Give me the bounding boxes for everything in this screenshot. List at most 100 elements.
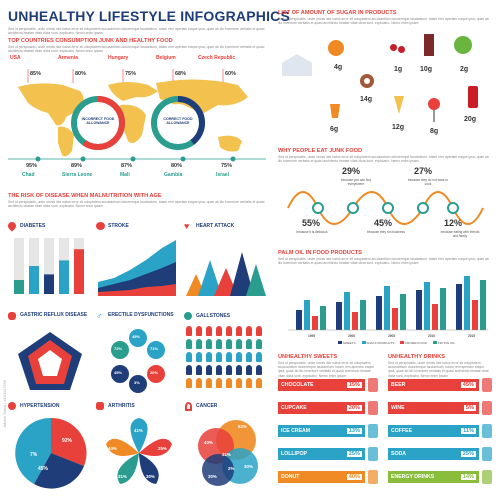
- country-gambia: Gambia: [164, 172, 183, 178]
- palm-bar: [360, 300, 366, 330]
- palm-bar: [424, 282, 430, 330]
- erectile-l4: 20%: [150, 370, 159, 375]
- person-icon: [186, 339, 192, 349]
- erectile-panel: ♂ ERECTILE DYSFUNCTIONS 45% 73% 71% 45% …: [96, 312, 180, 396]
- person-icon: [256, 326, 262, 336]
- why-panel: 29% because you can buy everywhere 27% b…: [278, 166, 492, 246]
- person-icon: [256, 339, 262, 349]
- ring-correct-label: CORRECT FOOD ALLOWANCE: [163, 117, 193, 125]
- lollipop-stick: [433, 110, 435, 122]
- person-icon: [206, 365, 212, 375]
- person-icon: [246, 352, 252, 362]
- palm-bar: [296, 310, 302, 330]
- person-icon: [196, 352, 202, 362]
- palm-legend: SWEETS SNACK PRODUCTS FROZEN FOOD FRYING…: [338, 341, 455, 345]
- sugar-cherry: 1g: [394, 66, 403, 73]
- icecream-icon: [394, 96, 404, 114]
- drink-pct: 14%: [460, 474, 476, 480]
- pressure-icon: [8, 402, 16, 410]
- palm-bar: [392, 308, 398, 330]
- legend-sweets: SWEETS: [338, 341, 356, 345]
- sugar-title: LIST OF AMOUNT OF SUGAR IN PRODUCTS: [278, 10, 397, 16]
- why-label-2: because it is delicious: [296, 230, 328, 234]
- drink-row: SODA 25%: [388, 445, 492, 463]
- palm-year-1: 2000: [348, 334, 356, 338]
- palm-year-4: 2015: [468, 334, 476, 338]
- country-hungary: Hungary: [108, 55, 129, 61]
- pct-belgium: 68%: [175, 71, 187, 77]
- hyp-l1: 45%: [38, 466, 49, 472]
- palm-bar: [432, 304, 438, 330]
- erectile-l0: 45%: [132, 334, 141, 339]
- sugar-chocolate: 10g: [420, 66, 433, 73]
- gallstones-people-grid: [186, 326, 266, 390]
- page-title: UNHEALTHY LIFESTYLE INFOGRAPHICS: [8, 8, 291, 24]
- drink-icon: [482, 470, 492, 484]
- cherry-icon: [390, 44, 397, 51]
- brain-icon: [96, 222, 105, 230]
- cancer-title: CANCER: [196, 403, 218, 409]
- pct-chad: 95%: [26, 163, 38, 169]
- arth-l0: 41%: [134, 428, 143, 433]
- person-icon: [206, 378, 212, 388]
- person-icon: [256, 378, 262, 388]
- palm-bar: [352, 312, 358, 330]
- heart-icon: ♥: [184, 221, 190, 231]
- drink-row: WINE 5%: [388, 399, 492, 417]
- country-israel: Israel: [216, 172, 230, 178]
- world-map-svg: [8, 69, 266, 162]
- why-wave: [287, 191, 484, 225]
- diabetes-bar: [14, 280, 24, 294]
- sweet-bar: DONUT 40%: [278, 471, 365, 483]
- sugar-text: Sed ut perspiciatis, unde omnis iste nat…: [278, 17, 489, 26]
- country-czech: Czech Republic: [198, 55, 236, 61]
- consumption-title: TOP COUNTRIES CONSUMPTION JUNK AND HEALT…: [8, 38, 173, 44]
- cancer-panel: CANCER 62% 40% 31% 30% 2% 30%: [184, 402, 268, 496]
- palm-bar: [376, 296, 382, 330]
- heart-chart: [186, 252, 266, 296]
- drink-label: ENERGY DRINKS: [391, 474, 435, 480]
- palm-chart: [288, 276, 488, 331]
- drinks-list: BEER 45% WINE 5% COFFEE 11% SODA 25% ENERGY DRIN…: [388, 376, 492, 494]
- drink-bar: SODA 25%: [388, 448, 479, 460]
- sweet-pct: 20%: [346, 405, 362, 411]
- heart-panel: ♥ HEART ATTACK: [184, 222, 268, 302]
- sugar-orange: 4g: [334, 64, 343, 71]
- gastric-chart: [18, 332, 82, 390]
- erectile-l3: 45%: [114, 370, 123, 375]
- cancer-l4: 2%: [228, 466, 235, 471]
- drink-row: COFFEE 11%: [388, 422, 492, 440]
- sweets-title: UNHEALTHY SWEETS: [278, 354, 338, 360]
- person-icon: [246, 326, 252, 336]
- world-map-panel: USA Armenia Hungary Belgium Czech Republ…: [8, 55, 266, 190]
- person-icon: [246, 378, 252, 388]
- person-icon: [206, 339, 212, 349]
- person-icon: [196, 339, 202, 349]
- world-map-shapes: [18, 79, 248, 157]
- why-label-1: because they do not want to cook: [408, 178, 448, 186]
- person-icon: [226, 339, 232, 349]
- sweet-row: DONUT 40%: [278, 468, 378, 486]
- sweet-bar: ICE CREAM 13%: [278, 425, 365, 437]
- why-pct-0: 29%: [342, 166, 361, 176]
- sugar-cubes-icon: [282, 54, 312, 76]
- pct-czech: 60%: [225, 71, 237, 77]
- stomach-icon: [8, 312, 16, 320]
- sweet-icon: [368, 401, 378, 415]
- palm-bar: [416, 290, 422, 330]
- diabetes-bar: [74, 249, 84, 294]
- sugar-soda: 20g: [464, 116, 477, 123]
- diabetes-bar: [59, 260, 69, 294]
- erectile-l1: 73%: [114, 346, 123, 351]
- why-title: WHY PEOPLE EAT JUNK FOOD: [278, 148, 363, 154]
- drink-bar: BEER 45%: [388, 379, 479, 391]
- person-icon: [226, 326, 232, 336]
- gallstones-title: GALLSTONES: [196, 313, 231, 319]
- drink-pct: 25%: [460, 451, 476, 457]
- drink-label: SODA: [391, 451, 406, 457]
- palm-bar: [464, 276, 470, 330]
- diabetes-title: DIABETES: [20, 223, 46, 229]
- sweet-bar: CHOCOLATE 15%: [278, 379, 365, 391]
- blood-drop-icon: [6, 220, 18, 232]
- arthritis-title: ARTHRITIS: [108, 403, 135, 409]
